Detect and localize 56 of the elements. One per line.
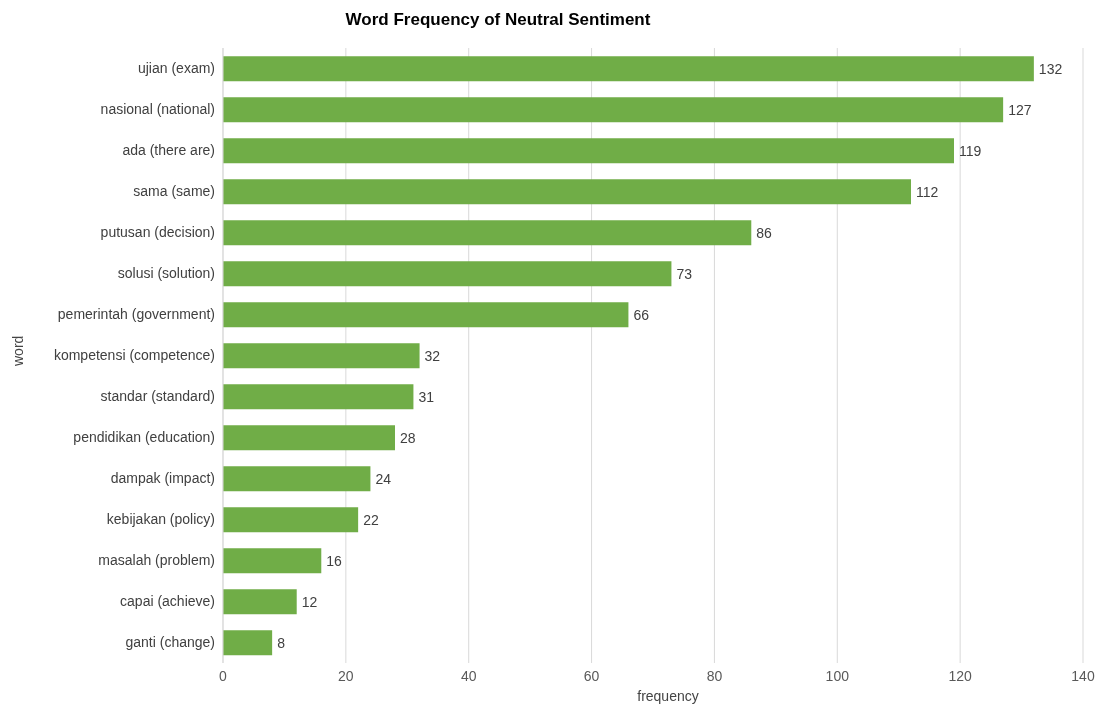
y-tick-label: dampak (impact) xyxy=(110,470,215,487)
data-label: 24 xyxy=(375,470,392,487)
y-tick-label: sama (same) xyxy=(133,183,215,200)
y-tick-label: capai (achieve) xyxy=(120,593,215,610)
x-tick-label: 0 xyxy=(219,667,228,684)
x-tick-label: 40 xyxy=(460,667,477,684)
bar xyxy=(223,56,1034,82)
data-label: 112 xyxy=(916,183,939,200)
y-tick-label: ada (there are) xyxy=(122,142,215,159)
data-label: 8 xyxy=(277,634,286,651)
bar xyxy=(223,425,395,451)
x-axis-title: frequency xyxy=(636,688,700,704)
data-label: 16 xyxy=(326,552,343,569)
bar xyxy=(223,384,414,410)
data-label: 32 xyxy=(424,347,441,364)
data-label: 127 xyxy=(1008,101,1032,118)
bar xyxy=(223,589,297,615)
bar xyxy=(223,548,322,574)
bar xyxy=(223,466,371,492)
bar xyxy=(223,138,954,164)
data-label: 86 xyxy=(756,224,773,241)
x-tick-label: 80 xyxy=(706,667,723,684)
y-axis-title: word xyxy=(10,335,26,366)
data-label: 119 xyxy=(959,142,982,159)
data-label: 73 xyxy=(676,265,693,282)
bar xyxy=(223,261,672,287)
bar xyxy=(223,630,273,656)
bar xyxy=(223,302,629,328)
y-tick-label: ujian (exam) xyxy=(137,60,215,77)
y-tick-label: solusi (solution) xyxy=(117,265,215,282)
bar xyxy=(223,507,359,533)
y-tick-label: ganti (change) xyxy=(125,634,215,651)
y-tick-label: nasional (national) xyxy=(100,101,215,118)
y-tick-label: putusan (decision) xyxy=(100,224,215,241)
x-tick-label: 140 xyxy=(1071,667,1095,684)
chart-title: Word Frequency of Neutral Sentiment xyxy=(344,10,652,30)
y-tick-label: kompetensi (competence) xyxy=(53,347,215,364)
data-label: 22 xyxy=(363,511,379,528)
data-label: 132 xyxy=(1038,60,1063,77)
bar xyxy=(223,343,420,369)
y-tick-label: kebijakan (policy) xyxy=(106,511,215,528)
x-tick-label: 120 xyxy=(948,667,973,684)
bar xyxy=(223,97,1004,123)
bar xyxy=(223,220,752,246)
data-label: 66 xyxy=(633,306,650,323)
y-tick-label: pemerintah (government) xyxy=(57,306,215,323)
x-tick-label: 60 xyxy=(583,667,600,684)
data-label: 12 xyxy=(301,593,318,610)
y-tick-label: pendidikan (education) xyxy=(73,429,215,446)
bar xyxy=(223,179,911,205)
x-tick-label: 100 xyxy=(825,667,850,684)
x-tick-label: 20 xyxy=(338,667,354,684)
y-tick-label: masalah (problem) xyxy=(98,552,215,569)
data-label: 31 xyxy=(418,388,435,405)
data-label: 28 xyxy=(400,429,416,446)
y-tick-label: standar (standard) xyxy=(100,388,215,405)
